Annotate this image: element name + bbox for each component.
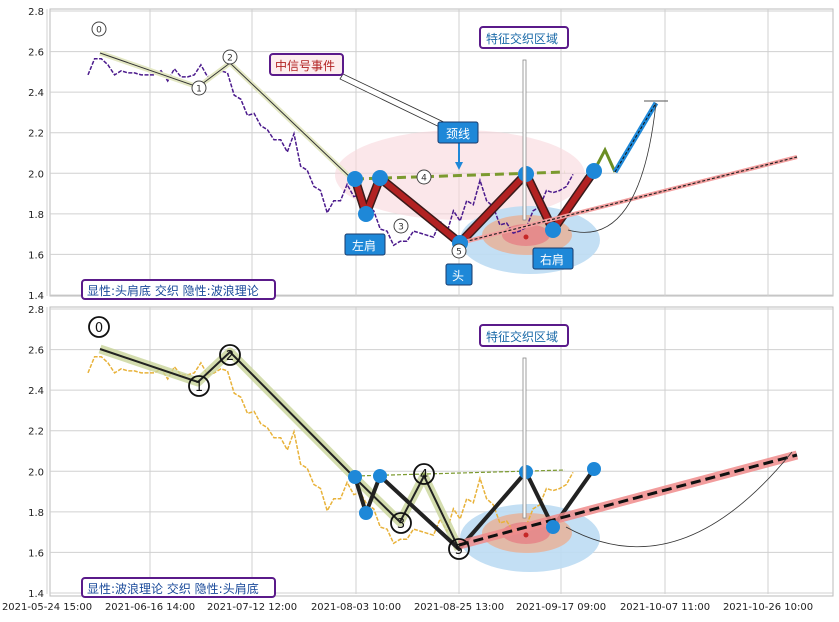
wave-point-marker: [448, 538, 470, 560]
wave-point-marker: [413, 463, 435, 485]
y-tick-label: 2.8: [28, 7, 44, 18]
head-label-box: 头: [445, 263, 473, 286]
zone-center-dot: [523, 234, 529, 240]
wave-point-marker: [390, 512, 412, 534]
top-zone-label: 特征交织区域: [486, 31, 558, 46]
wave-line: [99, 52, 354, 181]
wave-point-label: 0: [95, 321, 103, 336]
wave-point-marker: [416, 169, 432, 185]
trend-line: [458, 453, 798, 547]
pattern-marker: [359, 506, 373, 520]
y-tick-label: 1.8: [28, 508, 44, 519]
pattern-marker: [586, 163, 602, 179]
pattern-marker: [347, 171, 363, 187]
wave-point-label: 5: [455, 543, 463, 558]
x-tick-label: 2021-05-24 15:00: [2, 602, 92, 613]
projection-line: [614, 102, 657, 173]
x-tick-label: 2021-10-07 11:00: [620, 602, 710, 613]
left-shoulder-label-box: 左肩: [344, 233, 386, 256]
wave-point-marker: [393, 218, 409, 234]
wave-point-marker: [88, 316, 110, 338]
top-zone-label-box: 特征交织区域: [479, 26, 569, 49]
x-tick-label: 2021-07-12 12:00: [207, 602, 297, 613]
y-tick-label: 2.6: [28, 48, 44, 59]
y-tick-label: 1.8: [28, 210, 44, 221]
wave-point-marker: [191, 80, 207, 96]
y-tick-label: 2.4: [28, 386, 44, 397]
y-tick-label: 1.4: [28, 291, 44, 302]
x-tick-label: 2021-06-16 14:00: [105, 602, 195, 613]
y-tick-label: 1.6: [28, 548, 44, 559]
wave-point-label: 1: [195, 380, 203, 395]
zone-arrow: [522, 59, 527, 221]
wave-point-label: 0: [96, 26, 102, 36]
target-arc: [565, 451, 793, 548]
head-label: 头: [452, 269, 464, 283]
bottom-zone-label-box: 特征交织区域: [479, 324, 569, 347]
y-tick-label: 1.6: [28, 250, 44, 261]
zone-center-dot: [523, 532, 529, 538]
price-series-line: [87, 355, 574, 545]
bottom-panel-frame: [49, 306, 834, 597]
target-arc: [567, 102, 657, 233]
x-tick-label: 2021-09-17 09:00: [516, 602, 606, 613]
wave-point-label: 3: [397, 517, 405, 532]
wave-point-label: 5: [456, 248, 462, 258]
pattern-marker: [373, 469, 387, 483]
wave-point-marker: [219, 344, 241, 366]
wave-point-marker: [222, 49, 238, 65]
bottom-panel-label-box: 显性:波浪理论 交织 隐性:头肩底: [81, 577, 276, 598]
y-tick-label: 2.2: [28, 427, 44, 438]
wave-point-label: 3: [398, 223, 404, 233]
event-label-box: 中信号事件: [269, 53, 344, 76]
pattern-marker: [545, 222, 561, 238]
x-tick-label: 2021-08-03 10:00: [311, 602, 401, 613]
y-tick-label: 2.4: [28, 88, 44, 99]
left-shoulder-label: 左肩: [352, 238, 376, 253]
pattern-marker: [546, 520, 560, 534]
bottom-panel-label: 显性:波浪理论 交织 隐性:头肩底: [87, 581, 259, 596]
top-panel-label: 显性:头肩底 交织 隐性:波浪理论: [87, 283, 259, 298]
event-label: 中信号事件: [275, 58, 335, 73]
price-series-line: [87, 57, 574, 247]
pattern-marker: [372, 170, 388, 186]
wave-point-label: 4: [421, 174, 427, 184]
zone-arrow: [522, 357, 527, 519]
top-panel-label-box: 显性:头肩底 交织 隐性:波浪理论: [81, 279, 276, 300]
wave-point-label: 2: [226, 349, 234, 364]
y-tick-label: 2.0: [28, 169, 44, 180]
trend-line: [459, 156, 798, 244]
neckline-arrow-head: [455, 162, 463, 170]
wave-point-label: 4: [420, 468, 428, 483]
neckline-label-box: 颈线: [437, 121, 479, 144]
pattern-marker: [348, 470, 362, 484]
x-tick-label: 2021-08-25 13:00: [414, 602, 504, 613]
y-tick-label: 2.8: [28, 305, 44, 316]
right-shoulder-label-box: 右肩: [532, 247, 574, 270]
wave-point-label: 2: [227, 54, 233, 64]
y-tick-label: 2.6: [28, 346, 44, 357]
x-tick-label: 2021-10-26 10:00: [723, 602, 813, 613]
y-tick-label: 2.0: [28, 467, 44, 478]
y-tick-label: 1.4: [28, 589, 44, 600]
neckline-label: 颈线: [446, 127, 470, 141]
wave-point-label: 1: [196, 85, 202, 95]
wave-point-marker: [451, 243, 467, 259]
y-tick-label: 2.2: [28, 129, 44, 140]
right-shoulder-label: 右肩: [540, 252, 564, 267]
pattern-marker: [587, 462, 601, 476]
wave-point-marker: [91, 21, 107, 37]
bottom-zone-label: 特征交织区域: [486, 329, 558, 344]
pattern-marker: [358, 206, 374, 222]
wave-point-marker: [188, 375, 210, 397]
